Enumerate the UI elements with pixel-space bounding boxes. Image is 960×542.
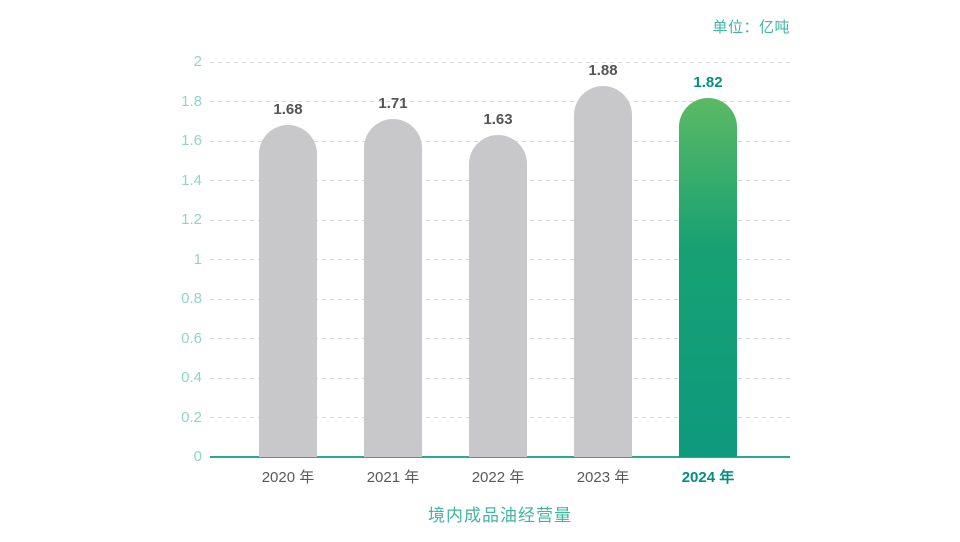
x-axis-label: 2021 年	[366, 469, 420, 486]
bar-value-label: 1.68	[273, 101, 303, 118]
gridline	[210, 61, 790, 63]
bar-value-label: 1.88	[588, 62, 618, 79]
x-axis-label: 2024 年	[681, 469, 735, 486]
bar-value-label: 1.71	[378, 95, 408, 112]
bar	[574, 86, 632, 457]
y-axis-label: 1	[193, 250, 202, 268]
bar-value-label: 1.63	[483, 111, 513, 128]
bar	[469, 135, 527, 457]
y-axis-label: 0.8	[181, 290, 202, 307]
y-axis-label: 1.4	[181, 171, 202, 189]
y-axis-label: 2	[193, 53, 202, 70]
y-axis-label: 1.2	[181, 211, 202, 228]
chart-title: 境内成品油经营量	[428, 506, 572, 525]
bar	[364, 119, 422, 457]
y-axis-label: 0.2	[181, 408, 202, 426]
unit-label: 单位：亿吨	[712, 19, 790, 36]
bar-highlighted	[679, 98, 737, 457]
gridline	[210, 101, 790, 102]
y-axis-label: 1.6	[181, 132, 202, 149]
bar-value-label: 1.82	[693, 74, 723, 91]
x-axis-label: 2022 年	[471, 469, 525, 486]
y-axis-label: 1.8	[181, 92, 202, 110]
y-axis-label: 0.4	[181, 369, 202, 386]
x-axis-label: 2023 年	[576, 469, 630, 486]
x-axis-label: 2020 年	[261, 469, 315, 486]
bar	[259, 125, 317, 457]
x-axis-baseline	[210, 456, 790, 458]
y-axis-label: 0	[193, 448, 202, 465]
plot-area: 0 0.2 0.4 0.6 0.8 1 1.2 1.4 1.6 1.8 2 1.68 1.71 1.63 1…	[181, 54, 790, 465]
y-axis-label: 0.6	[181, 329, 202, 347]
